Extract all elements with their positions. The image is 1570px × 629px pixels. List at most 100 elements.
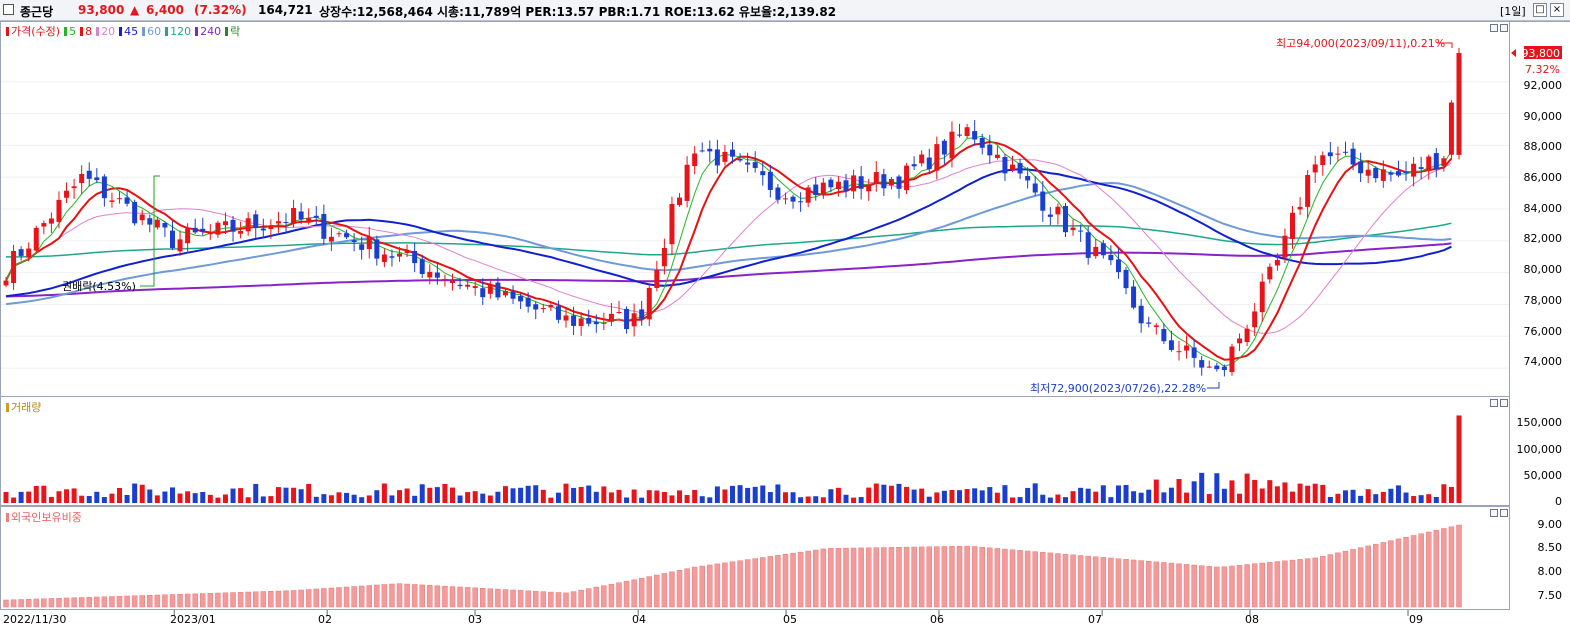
candle-body xyxy=(677,197,683,206)
foreign-ratio-bar xyxy=(1418,533,1424,608)
foreign-panel-minimize-icon[interactable] xyxy=(1490,509,1498,517)
price-panel-minimize-icon[interactable] xyxy=(1490,24,1498,32)
ma5-legend-label: 5 xyxy=(69,25,77,38)
foreign-ratio-bar xyxy=(283,590,289,608)
candle-body xyxy=(18,249,24,256)
volume-bar xyxy=(1229,480,1235,503)
foreign-ratio-bar xyxy=(252,591,259,608)
candle-body xyxy=(298,211,304,220)
volume-bar xyxy=(540,489,546,503)
foreign-ratio-bar xyxy=(487,588,494,608)
volume-bar xyxy=(442,483,448,503)
volume-bar xyxy=(397,490,403,503)
foreign-ratio-bar xyxy=(881,547,887,608)
volume-bar xyxy=(412,495,418,503)
foreign-ratio-bar xyxy=(1236,564,1243,608)
stock-stats: 상장수:12,568,464 시총:11,789억 PER:13.57 PBR:… xyxy=(319,5,837,19)
candle-body xyxy=(33,227,39,251)
candle-body xyxy=(260,228,266,231)
price-panel-maximize-icon[interactable] xyxy=(1500,24,1508,32)
foreign-ratio-bar xyxy=(449,586,456,608)
volume-bar xyxy=(593,491,599,503)
candle-body xyxy=(404,250,410,254)
foreign-ratio-bar xyxy=(434,585,441,608)
foreign-ratio-bar xyxy=(722,562,728,608)
candle-body xyxy=(1448,102,1454,155)
candle-body xyxy=(366,236,372,250)
foreign-panel-maximize-icon[interactable] xyxy=(1500,509,1508,517)
volume-bar xyxy=(979,490,985,503)
volume-bar xyxy=(639,497,645,503)
candle-body xyxy=(1418,167,1424,169)
price-tick-label: 78,000 xyxy=(1524,294,1563,307)
candle-body xyxy=(843,180,849,191)
foreign-ratio-bar xyxy=(585,588,592,608)
foreign-ratio-bar xyxy=(729,561,736,608)
candle-body xyxy=(109,200,115,202)
foreign-ratio-bar xyxy=(313,588,320,608)
volume-bar xyxy=(1085,488,1091,503)
price-legend-label: 가격(수정) xyxy=(11,25,61,38)
candle-body xyxy=(215,222,221,235)
ma240-line xyxy=(5,242,1452,298)
foreign-ratio-bar xyxy=(109,596,115,608)
volume-bar xyxy=(313,496,319,503)
foreign-ratio-bar xyxy=(71,597,77,608)
candle-body xyxy=(1274,260,1280,266)
volume-bar xyxy=(1388,488,1394,503)
volume-bar xyxy=(1411,496,1417,503)
candle-body xyxy=(752,162,758,168)
foreign-ratio-bar xyxy=(1312,557,1318,608)
volume-bar xyxy=(548,497,554,503)
foreign-ratio-bar xyxy=(200,593,206,608)
volume-bar xyxy=(56,491,62,503)
volume-panel-maximize-icon[interactable] xyxy=(1500,399,1508,407)
candle-body xyxy=(162,223,168,228)
foreign-ratio-bar xyxy=(1282,560,1288,608)
volume-bar xyxy=(775,484,781,503)
x-tick-label: 03 xyxy=(468,613,482,626)
volume-bar xyxy=(1078,487,1084,503)
volume-bar xyxy=(502,486,508,503)
ex-rights-annotation: 권배락(4.53%) xyxy=(62,280,136,293)
volume-bar xyxy=(873,483,879,503)
foreign-ratio-bar xyxy=(1115,558,1122,608)
foreign-ratio-bar xyxy=(1002,548,1008,608)
select-checkbox[interactable] xyxy=(3,4,14,15)
foreign-ratio-bar xyxy=(1214,566,1220,608)
volume-tick-label: 150,000 xyxy=(1517,416,1563,429)
volume-bar xyxy=(200,491,206,503)
foreign-ratio-bar xyxy=(124,595,130,608)
volume-bar xyxy=(434,487,440,503)
foreign-ratio-bar xyxy=(593,586,600,608)
foreign-ratio-bar xyxy=(1456,524,1462,608)
foreign-ratio-bar xyxy=(1077,555,1084,608)
candle-body xyxy=(896,176,902,189)
volume-bar xyxy=(374,490,380,503)
candle-body xyxy=(994,154,1000,158)
volume-bar xyxy=(472,491,478,503)
volume-bar xyxy=(1221,488,1227,503)
foreign-ratio-bar xyxy=(343,586,350,608)
stock-info-bar: 종근당 93,800 ▲ 6,400 (7.32%) 164,721 상장수:1… xyxy=(0,0,1570,21)
foreign-ratio-bar xyxy=(797,551,804,608)
candle-body xyxy=(805,187,811,203)
candle-body xyxy=(926,157,932,170)
volume-bar xyxy=(1115,485,1121,503)
restore-icon[interactable]: □ xyxy=(1533,3,1547,17)
volume-bar xyxy=(745,487,751,503)
foreign-ratio-bar xyxy=(926,546,933,608)
foreign-ratio-bar xyxy=(1259,562,1265,608)
ma5-line xyxy=(5,135,1452,367)
volume-panel-minimize-icon[interactable] xyxy=(1490,399,1498,407)
candle-body xyxy=(381,254,387,262)
close-icon[interactable]: × xyxy=(1550,3,1564,17)
volume-bar xyxy=(177,493,183,503)
volume-bar xyxy=(601,486,607,503)
foreign-ratio-bar xyxy=(1085,555,1091,608)
candle-body xyxy=(389,256,395,258)
foreign-ratio-bar xyxy=(1304,558,1311,608)
period-selector[interactable]: [1일] xyxy=(1500,5,1526,18)
ma20-legend-marker xyxy=(96,27,100,36)
candle-body xyxy=(510,291,516,299)
